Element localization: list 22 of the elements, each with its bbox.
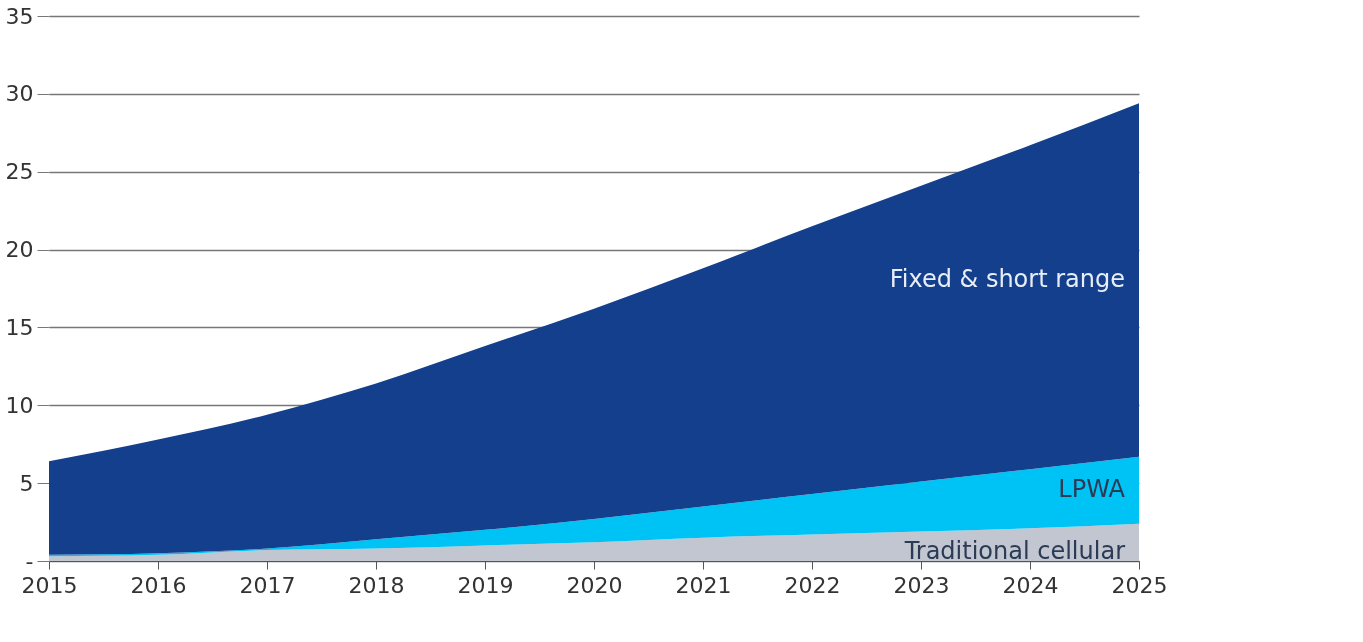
y-tick-label: 10 [5,392,34,418]
x-tick-label: 2023 [893,572,950,598]
x-tick-label: 2019 [457,572,514,598]
x-tick-label: 2022 [784,572,841,598]
y-tick-label: 35 [5,3,34,29]
series-label: Traditional cellular [903,536,1126,565]
y-tick-label: 5 [19,470,34,496]
x-tick-label: 2018 [348,572,405,598]
y-tick-label: 15 [5,314,34,340]
x-tick-label: 2021 [675,572,732,598]
y-tick-label: 25 [5,159,34,185]
y-tick-label: 20 [5,237,34,263]
x-tick-label: 2024 [1002,572,1059,598]
series-label: LPWA [1058,475,1126,504]
x-tick-label: 2025 [1111,572,1168,598]
x-tick-label: 2015 [21,572,78,598]
x-tick-label: 2017 [239,572,296,598]
x-tick-label: 2020 [566,572,623,598]
y-tick-label: - [25,548,34,574]
x-tick-label: 2016 [130,572,187,598]
y-tick-label: 30 [5,81,34,107]
series-label: Fixed & short range [889,264,1125,293]
